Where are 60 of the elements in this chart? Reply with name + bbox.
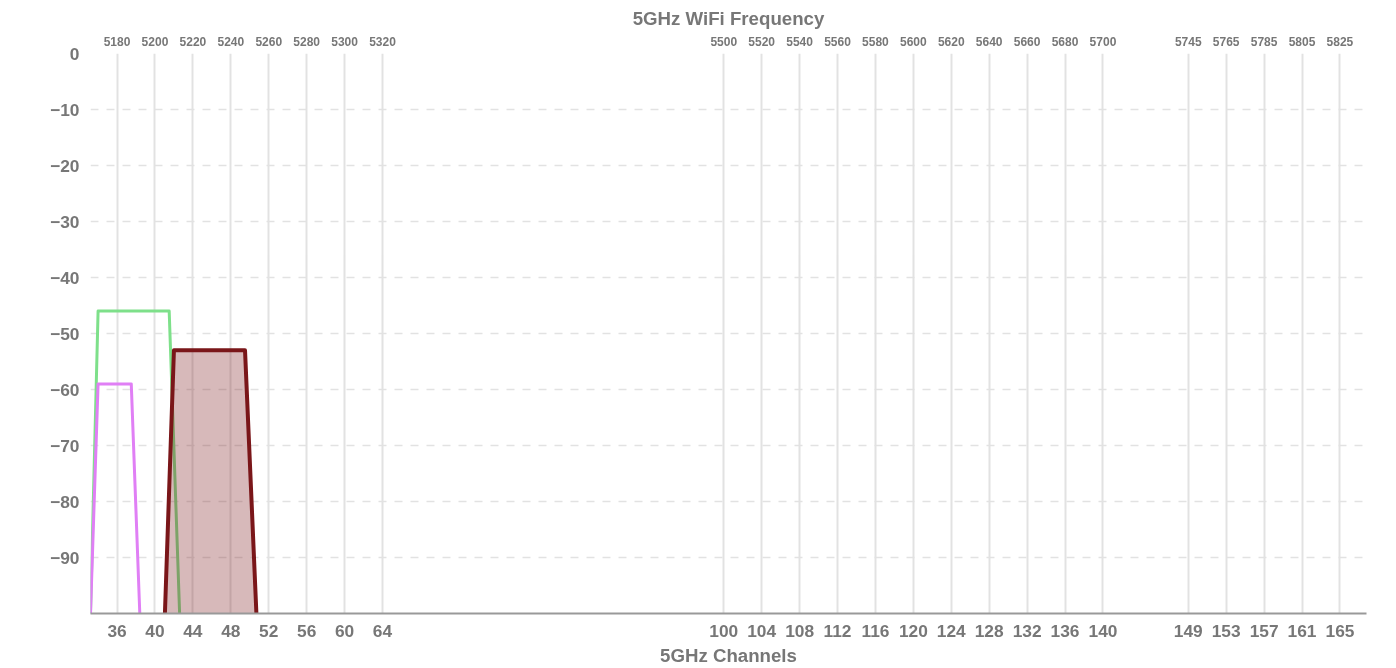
x2-tick-label: 5280 [293,34,321,49]
x2-tick-label: 5540 [786,34,814,49]
x2-tick-label: 5825 [1326,34,1354,49]
x2-tick-label: 5680 [1051,34,1079,49]
y-tick-label: −70 [50,435,80,456]
x-tick-label: 157 [1249,620,1279,641]
y-tick-label: −60 [50,379,80,400]
x-tick-label: 108 [785,620,815,641]
x-tick-label: 52 [259,620,279,641]
x2-tick-label: 5660 [1013,34,1041,49]
chart-title: 5GHz WiFi Frequency [632,7,825,29]
x-tick-label: 104 [747,620,777,641]
x2-tick-label: 5600 [900,34,928,49]
y-tick-label: −10 [50,99,80,120]
x2-tick-label: 5700 [1089,34,1117,49]
x2-tick-label: 5240 [217,34,245,49]
x2-tick-label: 5200 [141,34,169,49]
x-tick-label: 132 [1012,620,1042,641]
x-tick-label: 124 [936,620,967,641]
x-tick-label: 36 [107,620,128,641]
x2-tick-label: 5640 [975,34,1003,49]
x-tick-label: 56 [297,620,317,641]
x-tick-label: 149 [1173,620,1203,641]
x-tick-label: 116 [861,620,890,641]
x2-tick-label: 5745 [1174,34,1202,49]
x-tick-label: 44 [183,620,203,641]
x-tick-label: 100 [709,620,739,641]
x2-tick-label: 5520 [748,34,776,49]
x2-tick-label: 5300 [331,34,359,49]
x2-tick-label: 5765 [1212,34,1240,49]
x-tick-label: 60 [334,620,355,641]
y-tick-label: −20 [50,155,80,176]
y-tick-label: −50 [50,323,80,344]
x2-tick-label: 5620 [937,34,965,49]
y-tick-label: −30 [50,211,80,232]
x-tick-label: 140 [1088,620,1118,641]
x2-tick-label: 5580 [862,34,890,49]
x2-tick-label: 5260 [255,34,283,49]
x-tick-label: 112 [823,620,852,641]
y-tick-label: −80 [50,491,80,512]
x-tick-label: 120 [898,620,928,641]
y-tick-label: 0 [69,43,80,64]
x-tick-label: 161 [1287,620,1317,641]
x-tick-label: 64 [372,620,393,641]
y-tick-label: −40 [50,267,80,288]
x2-tick-label: 5805 [1288,34,1316,49]
x2-tick-label: 5320 [369,34,397,49]
x2-tick-label: 5180 [103,34,131,49]
x2-tick-label: 5785 [1250,34,1278,49]
x-axis-title: 5GHz Channels [660,644,797,666]
x-tick-label: 136 [1050,620,1080,641]
x-tick-label: 128 [974,620,1005,641]
x2-tick-label: 5220 [179,34,207,49]
x-tick-label: 153 [1211,620,1242,641]
x-tick-label: 165 [1325,620,1355,641]
x-tick-label: 40 [145,620,165,641]
x2-tick-label: 5560 [824,34,852,49]
y-tick-label: −90 [50,547,80,568]
x-tick-label: 48 [221,620,241,641]
x2-tick-label: 5500 [710,34,738,49]
